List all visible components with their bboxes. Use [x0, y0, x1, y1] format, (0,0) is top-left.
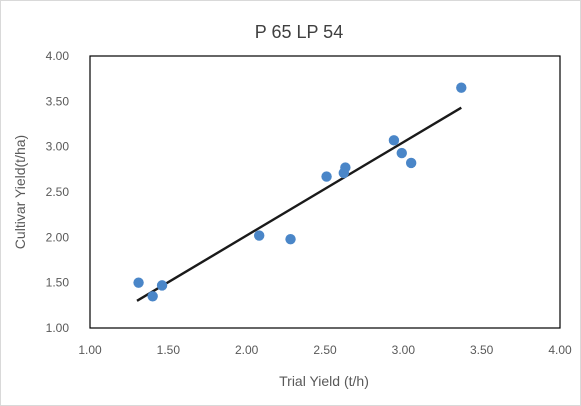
y-tick-label: 1.00 — [46, 321, 70, 335]
y-tick-label: 4.00 — [46, 49, 70, 63]
data-point — [321, 171, 332, 182]
x-tick-labels: 1.00 1.50 2.00 2.50 3.00 3.50 4.00 — [78, 343, 572, 357]
data-point — [254, 230, 265, 241]
y-tick-label: 2.50 — [46, 185, 70, 199]
trendline — [136, 106, 462, 302]
x-tick-label: 3.00 — [392, 343, 416, 357]
data-point — [147, 291, 158, 302]
y-tick-label: 3.00 — [46, 140, 70, 154]
data-point — [133, 277, 144, 288]
data-point — [388, 135, 400, 146]
plot-axes — [89, 55, 561, 329]
y-tick-labels: 1.00 1.50 2.00 2.50 3.00 3.50 4.00 — [46, 49, 70, 335]
x-tick-label: 3.50 — [470, 343, 494, 357]
y-tick-label: 3.50 — [46, 94, 70, 108]
x-tick-label: 1.50 — [157, 343, 181, 357]
plot-border — [89, 55, 561, 329]
data-points — [133, 82, 467, 302]
y-tick-label: 1.50 — [46, 276, 70, 290]
trendline-group — [136, 106, 462, 302]
data-point — [156, 280, 168, 291]
x-axis-title: Trial Yield (t/h) — [279, 373, 369, 389]
x-tick-label: 1.00 — [78, 343, 102, 357]
data-point — [340, 162, 351, 173]
x-tick-label: 2.50 — [313, 343, 337, 357]
y-axis-title: Cultivar Yield(t/ha) — [12, 135, 28, 249]
x-tick-label: 4.00 — [548, 343, 572, 357]
data-point — [456, 82, 467, 93]
data-point — [396, 147, 407, 159]
x-tick-label: 2.00 — [235, 343, 259, 357]
data-point — [405, 157, 417, 169]
chart-title: P 65 LP 54 — [255, 22, 343, 42]
y-tick-label: 2.00 — [46, 230, 70, 244]
data-point — [285, 233, 296, 245]
